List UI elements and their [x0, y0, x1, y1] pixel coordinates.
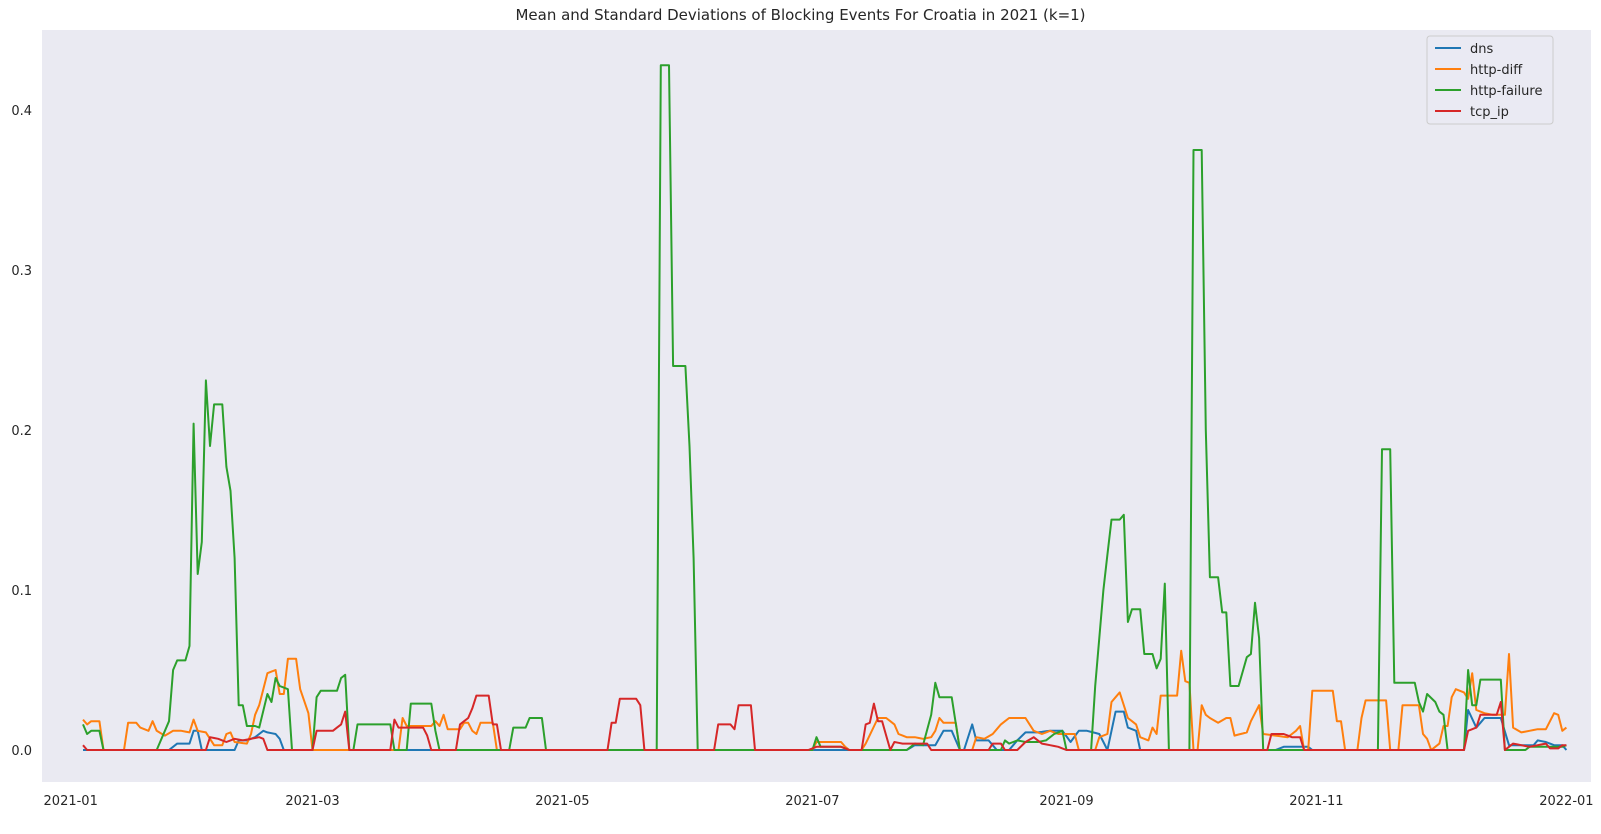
x-tick-label: 2021-01 [44, 794, 98, 809]
y-tick-label: 0.0 [11, 744, 32, 759]
x-tick-label: 2022-01 [1539, 794, 1593, 809]
plot-area [42, 30, 1591, 782]
legend: dns http-diff http-failure tcp_ip [1426, 35, 1554, 125]
legend-label-dns: dns [1470, 42, 1493, 57]
y-tick-label: 0.1 [11, 584, 32, 599]
legend-box [1426, 35, 1554, 125]
series-line-tcp_ip [82, 694, 1567, 751]
x-tick-label: 2021-11 [1289, 794, 1343, 809]
series-line-http-diff [82, 649, 1568, 751]
x-tick-label: 2021-09 [1039, 794, 1093, 809]
y-axis: 0.0 0.1 0.2 0.3 0.4 [11, 104, 32, 759]
chart-title: Mean and Standard Deviations of Blocking… [515, 6, 1086, 24]
legend-label-tcp_ip: tcp_ip [1470, 105, 1509, 120]
series-lines [82, 64, 1568, 751]
x-axis: 2021-01 2021-03 2021-05 2021-07 2021-09 2021-… [44, 794, 1594, 809]
legend-label-http-diff: http-diff [1470, 63, 1523, 78]
x-tick-label: 2021-03 [285, 794, 339, 809]
x-tick-label: 2021-05 [535, 794, 589, 809]
y-tick-label: 0.2 [11, 424, 32, 439]
x-tick-label: 2021-07 [785, 794, 839, 809]
y-tick-label: 0.3 [11, 264, 32, 279]
y-tick-label: 0.4 [11, 104, 32, 119]
legend-label-http-failure: http-failure [1470, 84, 1542, 99]
